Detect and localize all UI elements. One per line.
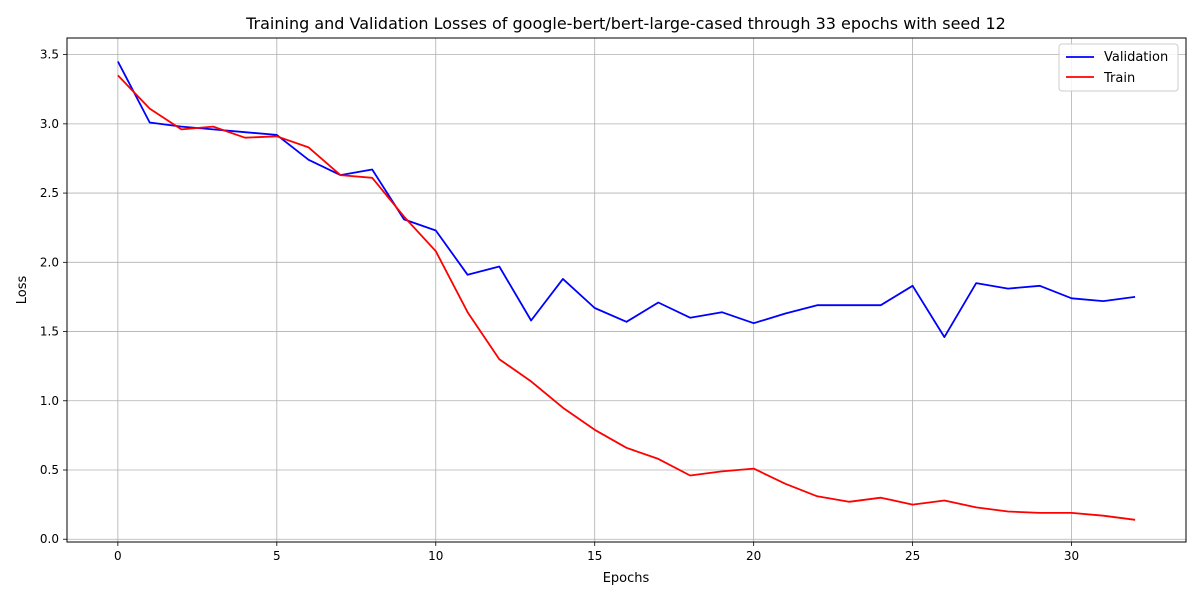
plot-area-frame: [66, 37, 1187, 543]
legend-label-train: Train: [1103, 71, 1135, 86]
x-tick-label: 5: [273, 549, 281, 563]
y-tick-label: 0.0: [40, 532, 59, 546]
x-tick-label: 30: [1064, 549, 1079, 563]
y-tick-label: 3.0: [40, 117, 59, 131]
legend-box: [1058, 43, 1179, 92]
y-tick-label: 0.5: [40, 463, 59, 477]
x-tick-label: 25: [905, 549, 920, 563]
series-lines: [117, 61, 1136, 521]
x-tick-label: 0: [114, 549, 122, 563]
chart-title: Training and Validation Losses of google…: [245, 14, 1006, 33]
y-tick-label: 1.5: [40, 325, 59, 339]
x-tick-label: 10: [428, 549, 443, 563]
y-tick-label: 1.0: [40, 394, 59, 408]
grid-lines: [67, 38, 1186, 542]
x-tick-label: 15: [587, 549, 602, 563]
y-tick-label: 2.0: [40, 255, 59, 269]
x-axis-label: Epochs: [603, 571, 650, 586]
y-tick-label: 2.5: [40, 186, 59, 200]
x-axis-ticks: 0 5 10 15 20 25 30: [114, 542, 1079, 563]
y-tick-label: 3.5: [40, 48, 59, 62]
y-axis-ticks: 0.0 0.5 1.0 1.5 2.0 2.5 3.0 3.5: [40, 48, 67, 546]
series-line-validation: [117, 61, 1136, 339]
legend-label-validation: Validation: [1104, 50, 1168, 65]
series-line-train: [117, 74, 1136, 521]
x-tick-label: 20: [746, 549, 761, 563]
y-axis-label: Loss: [15, 276, 30, 305]
legend: Validation Train: [1058, 43, 1179, 92]
